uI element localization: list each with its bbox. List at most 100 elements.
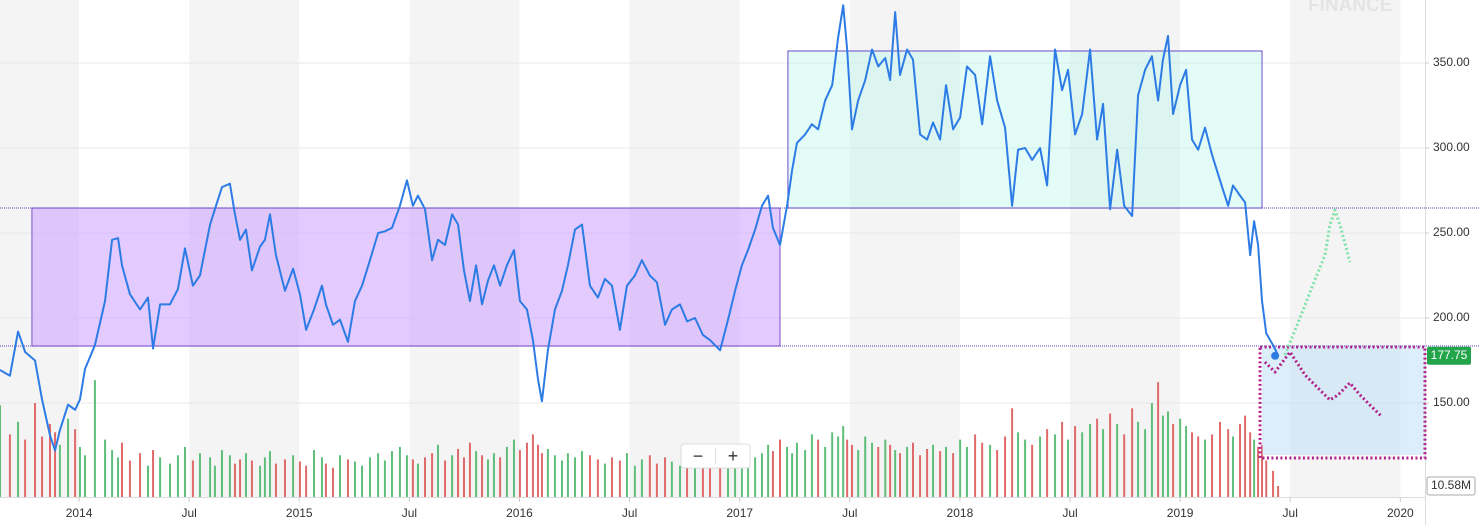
zoom-out-button[interactable]: − — [693, 446, 704, 466]
volume-bar — [176, 455, 179, 497]
volume-bar — [864, 436, 867, 497]
volume-bar — [34, 403, 37, 497]
volume-bar — [1204, 439, 1207, 497]
volume-bar — [1167, 411, 1170, 497]
volume-bar — [1277, 485, 1280, 497]
zoom-in-button[interactable]: + — [728, 446, 739, 466]
volume-label: 10.58M — [1431, 478, 1471, 492]
volume-bar — [1244, 415, 1247, 497]
volume-bar — [1185, 426, 1188, 497]
volume-bar — [48, 423, 51, 497]
volume-bar — [1061, 421, 1064, 497]
volume-bar — [492, 453, 495, 497]
volume-bar — [1191, 432, 1194, 497]
volume-bar — [486, 459, 489, 497]
volume-bar — [169, 463, 172, 497]
volume-bar — [1123, 434, 1126, 497]
volume-bar — [791, 453, 794, 497]
zone — [787, 50, 1263, 209]
volume-bar — [111, 450, 114, 497]
volume-bar — [747, 455, 750, 497]
volume-bar — [468, 442, 471, 497]
volume-bar — [274, 463, 277, 497]
volume-bar — [339, 455, 342, 497]
volume-bar — [648, 455, 651, 497]
volume-bar — [670, 461, 673, 497]
volume-bar — [67, 418, 70, 497]
volume-bar — [1109, 413, 1112, 497]
volume-bar — [851, 444, 854, 497]
volume-bar — [1067, 439, 1070, 497]
last-price-dot — [1271, 351, 1280, 360]
volume-bar — [734, 446, 737, 497]
volume-bar — [701, 460, 704, 497]
volume-bar — [1116, 423, 1119, 497]
volume-bar — [0, 405, 1, 497]
volume-bar — [778, 439, 781, 497]
volume-bar — [655, 463, 658, 497]
volume-bar — [540, 453, 543, 497]
volume-bar — [505, 446, 508, 497]
volume-bar — [857, 450, 860, 497]
x-tick-label: 2016 — [506, 506, 533, 520]
volume-bar — [817, 439, 820, 497]
volume-bar — [871, 442, 874, 497]
volume-bar — [292, 455, 295, 497]
volume-bar — [603, 463, 606, 497]
volume-bar — [361, 465, 364, 497]
volume-bar — [760, 453, 763, 497]
x-tick-label: Jul — [622, 506, 637, 520]
x-tick-label: 2018 — [947, 506, 974, 520]
volume-bar — [804, 450, 807, 497]
volume-bar — [633, 465, 636, 497]
axis-panel — [1425, 0, 1480, 525]
volume-bar — [146, 465, 149, 497]
volume-bar — [1161, 415, 1164, 497]
volume-bar — [74, 429, 77, 497]
volume-bar — [209, 457, 212, 497]
x-tick-label: Jul — [842, 506, 857, 520]
volume-bar — [54, 432, 57, 497]
time-band — [849, 0, 960, 497]
volume-bar — [1137, 421, 1140, 497]
volume-bar — [457, 449, 460, 497]
watermark: FINANCE — [1308, 0, 1392, 16]
volume-bar — [1024, 439, 1027, 497]
volume-bar — [431, 453, 434, 497]
volume-bar — [553, 455, 556, 497]
volume-bar — [17, 421, 20, 497]
volume-bar — [981, 442, 984, 497]
y-tick-label: 200.00 — [1433, 310, 1470, 324]
volume-bar — [353, 461, 356, 497]
volume-bar — [546, 449, 549, 497]
x-tick-label: Jul — [402, 506, 417, 520]
volume-bar — [810, 434, 813, 497]
y-tick-label: 250.00 — [1433, 225, 1470, 239]
volume-bar — [1157, 382, 1160, 497]
volume-bar — [939, 451, 942, 497]
volume-bar — [331, 467, 334, 497]
volume-bar — [1031, 444, 1034, 497]
volume-bar — [239, 459, 242, 497]
volume-bar — [588, 455, 591, 497]
volume-bar — [41, 436, 44, 497]
volume-bar — [424, 457, 427, 497]
x-tick-label: 2014 — [66, 506, 93, 520]
zone — [1258, 345, 1427, 460]
volume-bar — [727, 463, 730, 497]
volume-bar — [390, 451, 393, 497]
volume-bar — [120, 442, 123, 497]
x-tick-label: 2015 — [286, 506, 313, 520]
volume-bar — [411, 459, 414, 497]
volume-bar — [596, 459, 599, 497]
volume-bar — [1102, 429, 1105, 497]
volume-bar — [198, 453, 201, 497]
volume-bar — [560, 460, 563, 497]
volume-bar — [268, 451, 271, 497]
volume-bar — [383, 460, 386, 497]
volume-bar — [1257, 446, 1260, 497]
volume-bar — [531, 434, 534, 497]
volume-bar — [139, 453, 142, 497]
volume-bar — [618, 460, 621, 497]
